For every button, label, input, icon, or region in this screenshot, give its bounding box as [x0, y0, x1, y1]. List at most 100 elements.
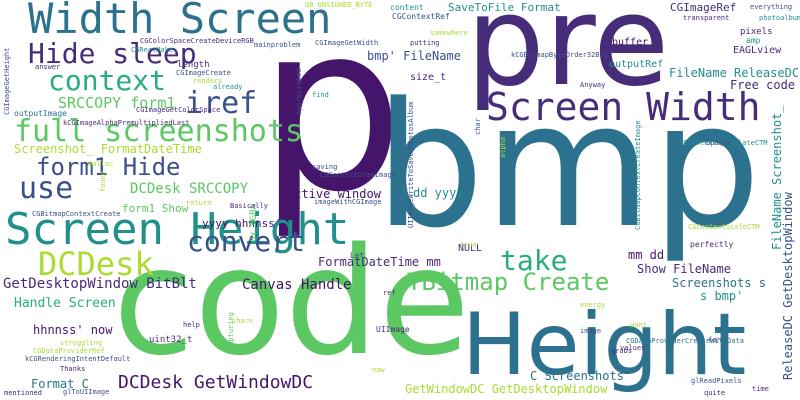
cloud-word: EAGLview: [733, 45, 782, 56]
cloud-word: Show FileName: [637, 262, 731, 276]
cloud-word: C Screenshots: [530, 369, 624, 383]
cloud-word: p: [258, 0, 404, 243]
cloud-word: CGContextDrawImage: [320, 171, 396, 179]
cloud-word: FileName ReleaseDC: [669, 66, 800, 80]
cloud-word: DCDesk SRCCOPY: [130, 181, 249, 197]
cloud-word: appreciated: [295, 68, 303, 115]
cloud-word: values: [620, 344, 646, 352]
cloud-word: CGContextRef: [392, 12, 450, 21]
cloud-word: kCGRenderingIntentDefault: [25, 355, 131, 363]
cloud-word: Free code: [730, 78, 796, 92]
cloud-word: bmp: [375, 65, 761, 266]
cloud-word: struggling: [60, 339, 103, 347]
cloud-word: form1 Show: [122, 202, 189, 215]
cloud-word: SaveToFile Format: [448, 1, 561, 14]
cloud-word: CGBitmapContextCreate: [32, 210, 121, 218]
cloud-word: kCGBitmapByteOrder32Big: [511, 51, 608, 59]
cloud-word: uint32_t: [149, 335, 193, 345]
cloud-word: ref: [383, 289, 396, 297]
cloud-word: context: [48, 64, 167, 97]
cloud-word: convert: [187, 225, 306, 258]
cloud-word: renders: [193, 77, 223, 85]
cloud-word: Screenshot_ FormatDateTime: [14, 142, 202, 156]
cloud-word: UIImageWriteToSavedPhotosAlbum: [407, 101, 415, 228]
cloud-word: CGImageGetHeight: [3, 47, 11, 115]
cloud-word: dd yyyy: [413, 186, 464, 200]
cloud-word: FileName Screenshot_: [770, 105, 784, 251]
cloud-word: outputRef: [609, 59, 664, 70]
cloud-word: use: [19, 171, 74, 206]
cloud-word: hhnnss' now: [33, 323, 113, 337]
cloud-word: CGImageGetColorSpace: [136, 106, 221, 114]
cloud-word: Screen Width: [486, 85, 761, 129]
cloud-word: Let: [350, 251, 365, 260]
cloud-word: found: [99, 170, 107, 192]
cloud-word: return: [186, 199, 212, 207]
cloud-word: kCGImageAlphaPremultipliedLast: [63, 119, 190, 127]
cloud-word: CGColorSpaceCreateDeviceRGB: [140, 37, 254, 45]
cloud-word: want: [630, 321, 647, 329]
cloud-word: image: [580, 327, 602, 335]
cloud-word: outputImage: [14, 109, 67, 118]
cloud-word: size_t: [410, 72, 447, 83]
cloud-word: alpha: [499, 136, 507, 158]
cloud-word: Height: [462, 295, 747, 395]
cloud-word: TBitmap Create: [407, 268, 610, 296]
cloud-word: UIImage: [376, 325, 410, 334]
cloud-word: pre: [466, 0, 670, 114]
cloud-word: share: [232, 317, 254, 325]
cloud-word: content: [390, 3, 424, 12]
cloud-word: DCDesk GetWindowDC: [118, 372, 314, 393]
cloud-word: NULL: [458, 243, 483, 254]
cloud-word: true: [460, 241, 477, 249]
cloud-word: malloc: [88, 160, 114, 168]
cloud-word: opaque: [706, 139, 732, 147]
cloud-word: glReadPixels: [691, 377, 742, 385]
cloud-word: code: [113, 216, 470, 388]
cloud-word: s bmp': [700, 289, 744, 303]
cloud-word: somewhere: [430, 29, 468, 37]
cloud-word: length: [177, 60, 210, 70]
cloud-word: yyyy hhnnss': [202, 217, 282, 230]
cloud-word: CGDataProviderCreateWithData: [626, 337, 745, 345]
cloud-word: DCDesk: [38, 245, 154, 283]
cloud-word: char: [474, 118, 482, 135]
cloud-word: Screen Height: [5, 204, 350, 255]
cloud-word: Format C: [31, 377, 89, 391]
cloud-word: GetDesktopWindow BitBlt: [3, 276, 197, 292]
cloud-word: bmp' FileName: [367, 49, 461, 63]
cloud-word: time: [752, 385, 769, 393]
cloud-word: putting: [410, 39, 440, 47]
cloud-word: photoalbum: [759, 14, 800, 22]
cloud-word: Anyway: [580, 81, 606, 89]
cloud-word: imageWithCGImage: [314, 198, 382, 206]
cloud-word: full screenshots: [14, 114, 303, 149]
cloud-word: take: [500, 244, 568, 277]
cloud-word: CGImageCreate: [176, 69, 231, 77]
cloud-word: far: [708, 336, 721, 344]
cloud-word: form1 Hide: [36, 153, 181, 181]
cloud-word: CGImageGetWidth: [315, 39, 379, 47]
cloud-word: saving: [312, 163, 338, 171]
cloud-word: Q8_UNSIGNED_BYTE: [305, 1, 373, 9]
cloud-word: Hide sleep: [28, 37, 197, 70]
cloud-word: answer: [35, 63, 61, 71]
cloud-word: FormatDateTime mm: [318, 255, 441, 269]
cloud-word: quite: [704, 389, 726, 397]
cloud-word: buffer: [612, 37, 649, 48]
cloud-word: CGImageRef: [670, 1, 737, 14]
cloud-word: pixels: [740, 27, 773, 37]
cloud-word: transparent: [683, 14, 730, 22]
cloud-word: now: [372, 366, 385, 374]
cloud-word: perfectly: [690, 240, 734, 249]
cloud-word: grabs: [611, 347, 633, 355]
cloud-word: help: [183, 321, 200, 329]
cloud-word: CGContextScaleCTM: [688, 223, 760, 231]
cloud-word: CGContextTranslateCTM: [679, 139, 768, 147]
cloud-word: CGRectMake: [131, 46, 174, 54]
cloud-word: iref: [185, 86, 258, 121]
cloud-word: CGDataProviderRef: [33, 347, 105, 355]
cloud-word: everything: [750, 3, 793, 11]
cloud-word: GetWindowDC GetDesktopWindow: [405, 382, 608, 396]
